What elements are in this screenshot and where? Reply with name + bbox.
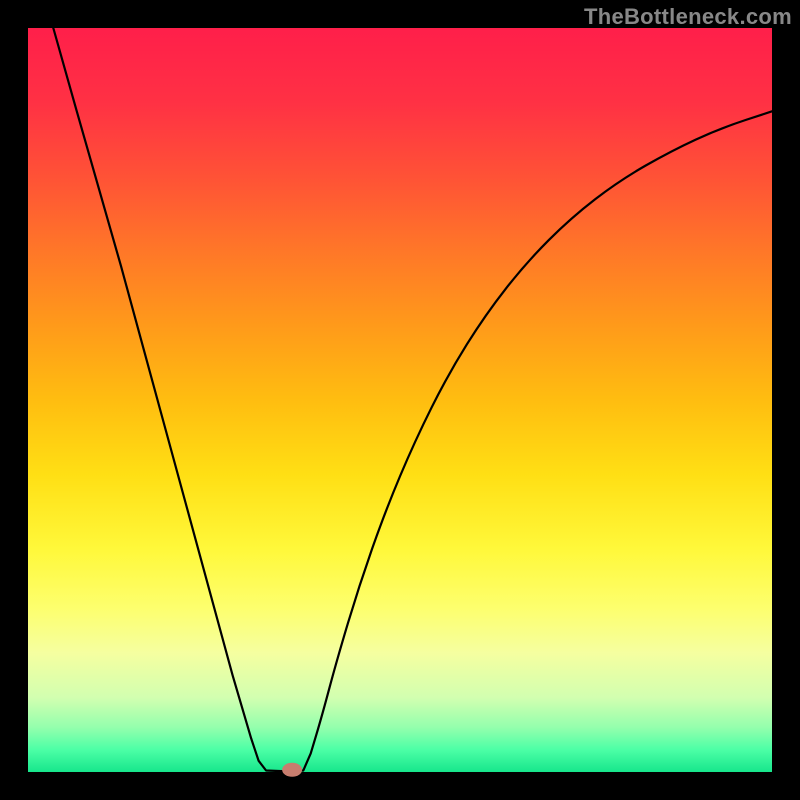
bottleneck-chart-svg [0,0,800,800]
plot-area-background [28,28,772,772]
optimal-point-marker [282,763,302,777]
bottleneck-chart-container: TheBottleneck.com [0,0,800,800]
watermark-text: TheBottleneck.com [584,4,792,30]
